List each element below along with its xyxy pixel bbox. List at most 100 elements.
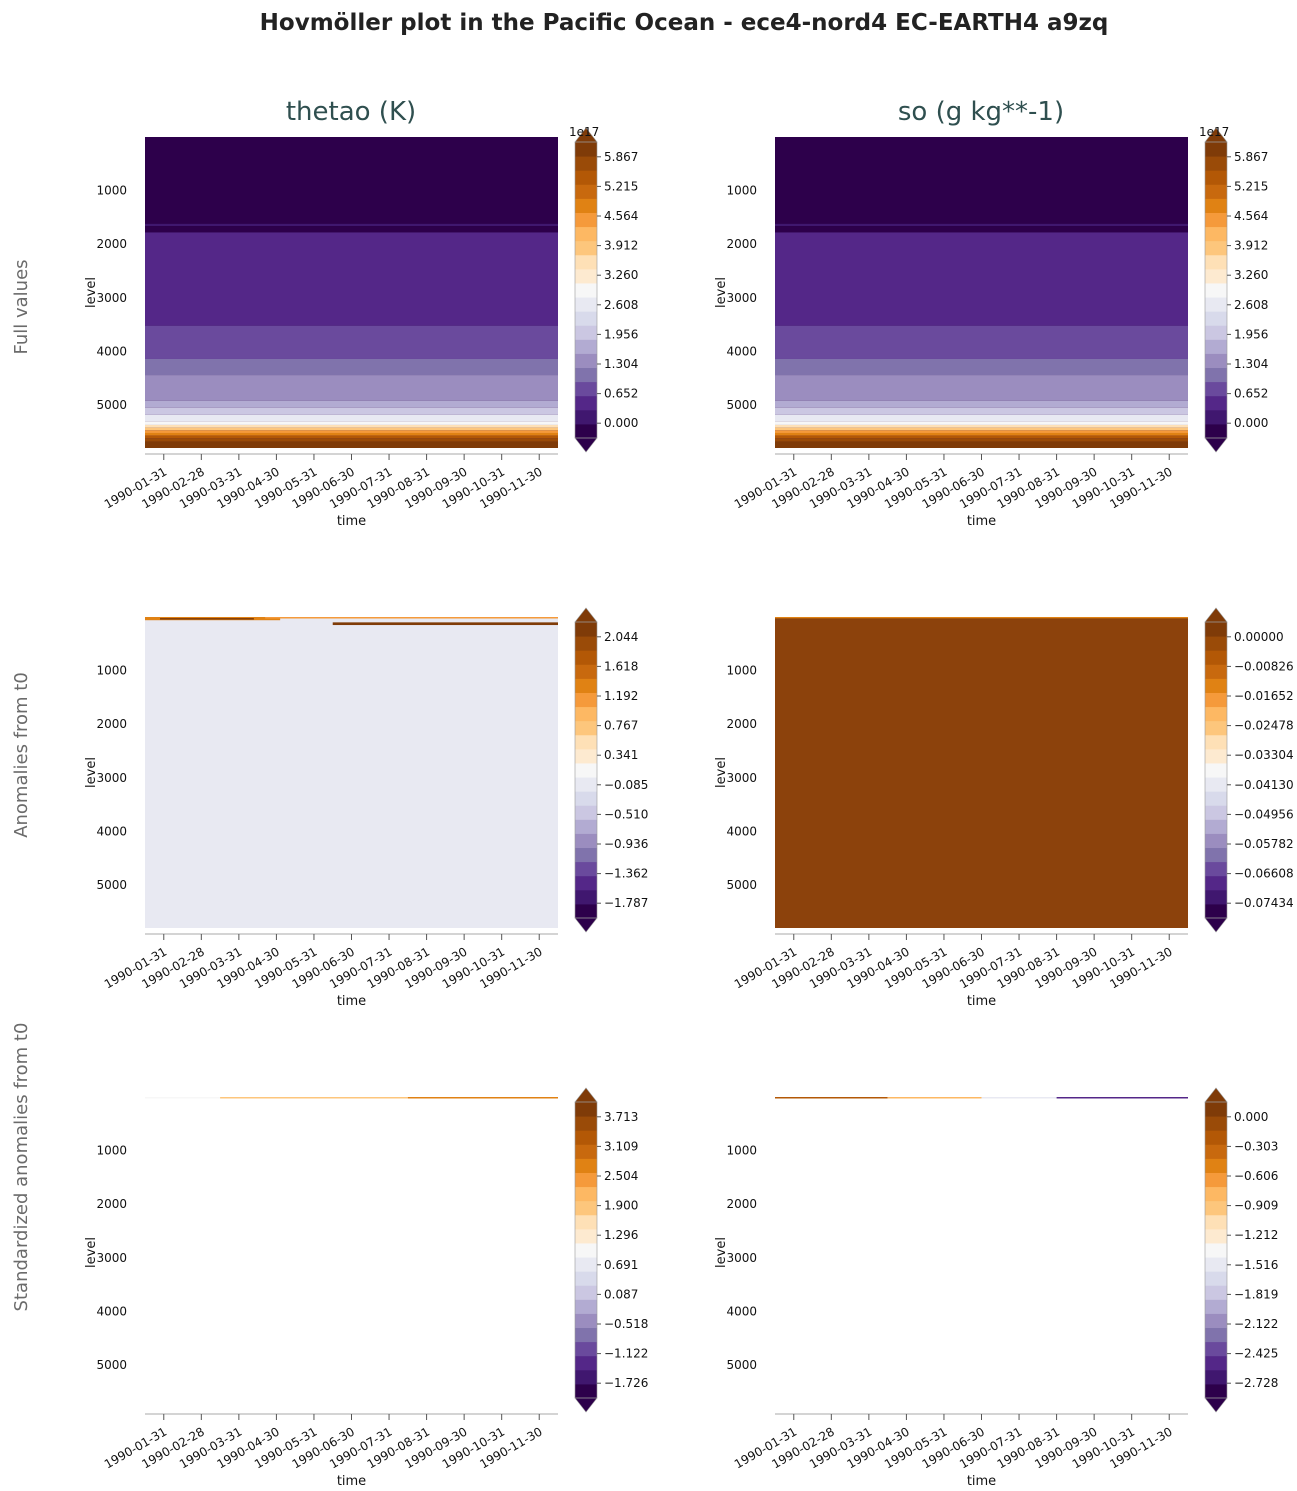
colorbar-tick-label: −1.516 (1234, 1258, 1278, 1272)
colorbar-tick-label: 1.296 (604, 1228, 638, 1242)
y-tick-label: 3000 (726, 1251, 757, 1265)
colorbar-segment (575, 791, 597, 806)
y-tick-label: 4000 (96, 344, 127, 358)
colorbar-segment (1205, 367, 1227, 383)
colorbar-segment (575, 706, 597, 722)
y-tick-label: 2000 (96, 1197, 127, 1211)
colorbar-segment (1205, 282, 1227, 298)
colorbar-segment (575, 1383, 597, 1399)
colorbar-segment (1205, 1341, 1227, 1357)
colorbar-segment (575, 381, 597, 397)
colorbar-segment (575, 1102, 597, 1117)
colorbar-segment (575, 184, 597, 199)
contour-band (775, 325, 1188, 359)
colorbar-offset-label: 1e17 (569, 125, 599, 139)
colorbar-tick-label: 1.956 (1234, 327, 1268, 341)
colorbar-segment (1205, 1285, 1227, 1300)
contour-band (775, 232, 1188, 326)
colorbar-tick-label: −0.085 (604, 778, 648, 792)
contour-band (145, 432, 558, 436)
colorbar-segment (1205, 1144, 1227, 1159)
colorbar-segment (575, 903, 597, 919)
y-tick-label: 2000 (726, 1197, 757, 1211)
colorbar-tick-label: 3.713 (604, 1110, 638, 1124)
surface-anomaly-trace (775, 617, 1188, 619)
contour-band (145, 414, 558, 422)
x-axis-label: time (337, 994, 366, 1009)
colorbar-segment (1205, 777, 1227, 792)
colorbar-tick-label: 5.215 (604, 179, 638, 193)
colorbar-extend-min (574, 437, 598, 453)
colorbar-tick-label: −2.425 (1234, 1347, 1278, 1361)
contour-band (145, 375, 558, 401)
colorbar-tick-label: −1.362 (604, 867, 648, 881)
colorbar-segment (575, 650, 597, 665)
colorbar-outline (574, 621, 598, 919)
contour-band (775, 407, 1188, 415)
colorbar-segment (1205, 819, 1227, 834)
colorbar-tick-label: 1.304 (1234, 357, 1268, 371)
colorbar-segment (575, 1355, 597, 1371)
colorbar-segment (575, 805, 597, 820)
colorbar-segment (575, 1144, 597, 1159)
contour-band (775, 432, 1188, 436)
colorbar-tick-label: 1.192 (604, 689, 638, 703)
colorbar-segment (575, 819, 597, 834)
colorbar-segment (575, 170, 597, 185)
colorbar-segment (1205, 1158, 1227, 1173)
surface-anomaly-trace (1056, 1097, 1188, 1099)
colorbar-segment (1205, 170, 1227, 185)
contour-band (145, 435, 558, 439)
colorbar-segment (1205, 254, 1227, 270)
plot-area (145, 617, 558, 928)
contour-band (145, 232, 558, 326)
colorbar-segment (575, 1172, 597, 1188)
colorbar-segment (575, 297, 597, 312)
y-tick-label: 5000 (96, 398, 127, 412)
colorbar-tick-label: 0.000 (604, 416, 638, 430)
colorbar-segment (575, 1299, 597, 1314)
contour-band (775, 358, 1188, 376)
hovmoller-panel: 10002000300040005000level1990-01-311990-… (714, 607, 1294, 1009)
colorbar-segment (1205, 1313, 1227, 1329)
colorbar-tick-label: −1.122 (604, 1347, 648, 1361)
y-tick-label: 3000 (96, 1251, 127, 1265)
colorbar-segment (1205, 833, 1227, 849)
colorbar-segment (1205, 1257, 1227, 1272)
colorbar-segment (1205, 748, 1227, 764)
contour-band (775, 421, 1188, 425)
colorbar-segment (1205, 1327, 1227, 1343)
hovmoller-panel: 10002000300040005000level1990-01-311990-… (84, 607, 648, 1009)
colorbar-segment (1205, 268, 1227, 284)
colorbar-tick-label: 3.260 (604, 268, 638, 282)
colorbar-extend-min (1204, 437, 1228, 453)
y-tick-label: 4000 (726, 344, 757, 358)
colorbar-tick-label: −0.05782 (1234, 837, 1294, 851)
colorbar-segment (1205, 720, 1227, 736)
colorbar-segment (1205, 1102, 1227, 1117)
colorbar-segment (575, 1242, 597, 1258)
colorbar-segment (1205, 636, 1227, 651)
colorbar-tick-label: 1.900 (604, 1199, 638, 1213)
colorbar-segment (575, 156, 597, 171)
colorbar-segment (1205, 142, 1227, 157)
y-tick-label: 5000 (96, 878, 127, 892)
colorbar-tick-label: −0.04956 (1234, 807, 1294, 821)
hovmoller-panel: 10002000300040005000level1990-01-311990-… (84, 1087, 648, 1489)
colorbar-tick-label: 0.087 (604, 1287, 638, 1301)
colorbar-tick-label: 2.504 (604, 1169, 638, 1183)
colorbar-segment (575, 664, 597, 679)
y-axis-label: level (714, 1237, 729, 1268)
colorbar-segment (575, 282, 597, 298)
colorbar-tick-label: −0.03304 (1234, 748, 1294, 762)
colorbar-segment (575, 1327, 597, 1343)
colorbar-segment (1205, 423, 1227, 439)
contour-band (775, 137, 1188, 224)
y-tick-label: 3000 (726, 771, 757, 785)
colorbar-tick-label: 3.109 (604, 1139, 638, 1153)
y-tick-label: 3000 (726, 291, 757, 305)
hovmoller-panel: 10002000300040005000level1990-01-311990-… (714, 1087, 1278, 1489)
contour-band (775, 424, 1188, 428)
colorbar-segment (1205, 226, 1227, 242)
colorbar-segment (575, 748, 597, 764)
